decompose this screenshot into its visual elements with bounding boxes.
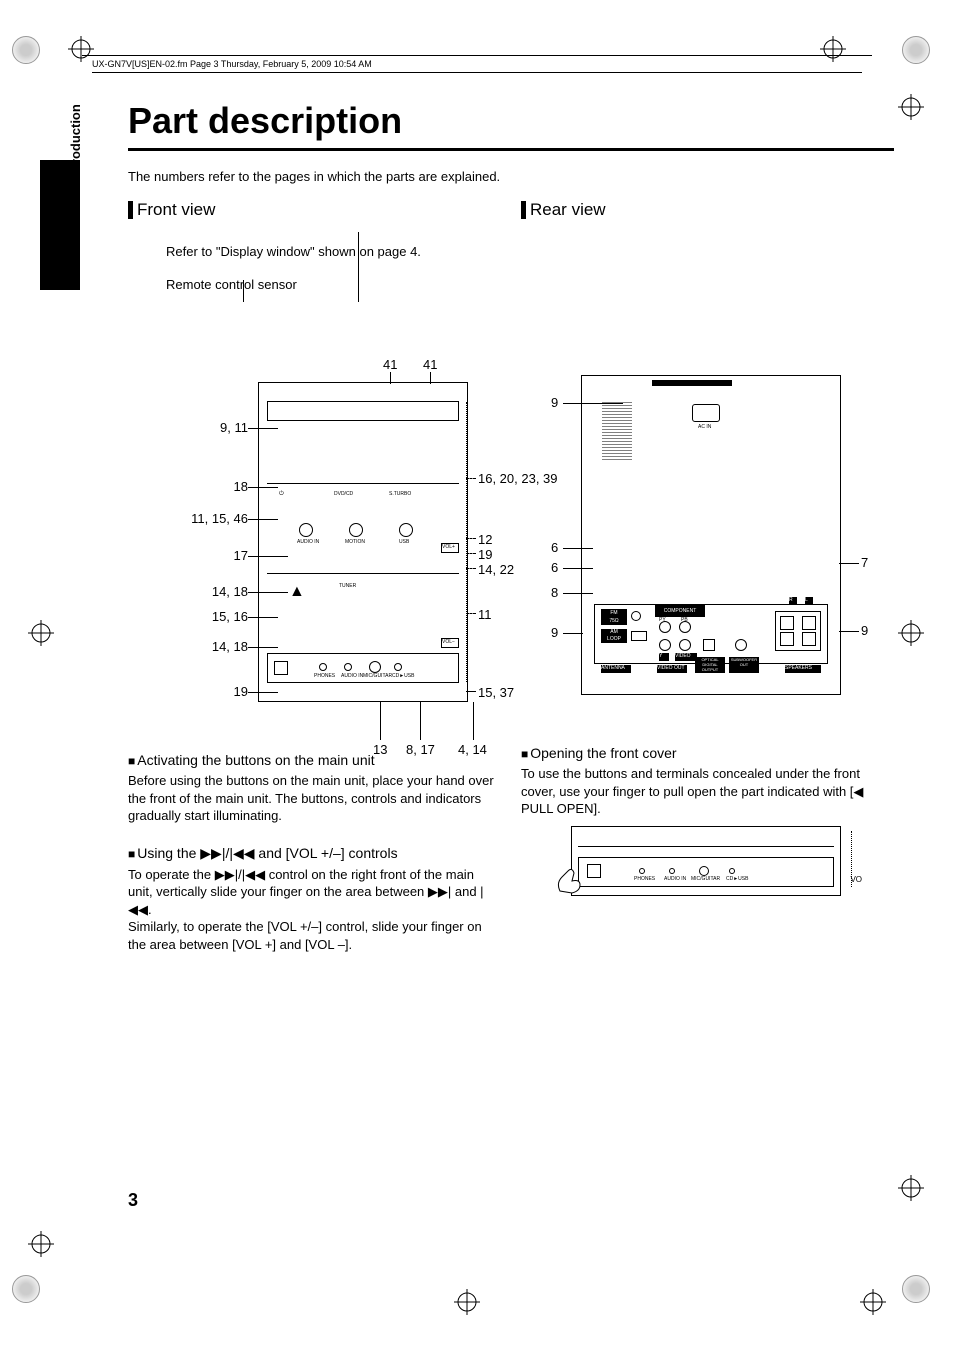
callout-left-5: 15, 16: [212, 609, 248, 624]
reg-mark: [454, 1289, 480, 1315]
front-device-outline: ⏻ DVD/CD S.TURBO AUDIO IN MOTION USB VOL…: [258, 382, 468, 702]
rear-view-column: Rear view AC IN FM75Ω AMLOOP: [521, 200, 894, 953]
callout-left-3: 17: [234, 548, 248, 563]
reg-mark: [898, 1175, 924, 1201]
page-number: 3: [128, 1190, 138, 1211]
callout-top-41b: 41: [423, 357, 437, 372]
callout-left-2: 11, 15, 46: [191, 511, 248, 526]
crop-mark-tr: [902, 36, 942, 76]
rear-callout-left-4: 9: [551, 625, 558, 640]
reg-mark: [28, 1231, 54, 1257]
rear-callout-right-1: 9: [861, 623, 868, 638]
rear-callout-left-1: 6: [551, 540, 558, 555]
callout-left-6: 14, 18: [212, 639, 248, 654]
filestamp-text: UX-GN7V[US]EN-02.fm Page 3 Thursday, Feb…: [92, 59, 372, 69]
crop-mark-br: [902, 1275, 942, 1315]
rear-callout-right-0: 7: [861, 555, 868, 570]
callout-left-7: 19: [234, 684, 248, 699]
rear-view-heading-text: Rear view: [530, 200, 606, 220]
callout-left-4: 14, 18: [212, 584, 248, 599]
activating-body: Before using the buttons on the main uni…: [128, 772, 501, 825]
chapter-label: Introduction: [68, 104, 83, 180]
crop-mark-bl: [12, 1275, 52, 1315]
rear-callout-left-3: 8: [551, 585, 558, 600]
callout-left-0: 9, 11: [220, 420, 248, 435]
reg-mark: [898, 94, 924, 120]
reg-mark: [898, 620, 924, 646]
header-filestamp: UX-GN7V[US]EN-02.fm Page 3 Thursday, Feb…: [82, 55, 872, 76]
callout-right-2: 19: [478, 547, 492, 562]
using-controls-heading: Using the ▶▶|/|◀◀ and [VOL +/–] controls: [128, 845, 501, 862]
callout-right-5: 15, 37: [478, 685, 514, 700]
using-controls-body: To operate the ▶▶|/|◀◀ control on the ri…: [128, 866, 501, 954]
front-view-column: Front view Refer to "Display window" sho…: [128, 200, 501, 953]
callout-right-1: 12: [478, 532, 492, 547]
callout-right-4: 11: [478, 607, 492, 622]
callout-right-3: 14, 22: [478, 562, 514, 577]
finger-icon: [554, 861, 590, 897]
activating-heading: Activating the buttons on the main unit: [128, 752, 501, 768]
callout-top-41a: 41: [383, 357, 397, 372]
opening-body: To use the buttons and terminals conceal…: [521, 765, 894, 818]
crop-mark-tl: [12, 36, 52, 76]
front-cover-diagram: PHONES AUDIO IN MIC/GUITAR CD►USB VO: [571, 826, 841, 896]
callout-bottom-1: 8, 17: [406, 742, 435, 757]
reg-mark: [860, 1289, 886, 1315]
rear-callout-left-2: 6: [551, 560, 558, 575]
remote-sensor-label: Remote control sensor: [166, 277, 501, 292]
front-view-heading: Front view: [128, 200, 501, 220]
refer-display-window: Refer to "Display window" shown on page …: [166, 244, 501, 259]
rear-view-diagram: AC IN FM75Ω AMLOOP COMPONENT: [521, 295, 894, 725]
intro-text: The numbers refer to the pages in which …: [128, 169, 894, 184]
title-rule: [128, 148, 894, 151]
opening-heading: Opening the front cover: [521, 745, 894, 761]
callout-left-1: 18: [234, 479, 248, 494]
page-content: Part description The numbers refer to th…: [128, 100, 894, 953]
page-title: Part description: [128, 100, 894, 142]
rear-device-outline: AC IN FM75Ω AMLOOP COMPONENT: [581, 375, 841, 695]
callout-bottom-2: 4, 14: [458, 742, 487, 757]
reg-mark: [28, 620, 54, 646]
rear-callout-left-0: 9: [551, 395, 558, 410]
front-view-diagram: ⏻ DVD/CD S.TURBO AUDIO IN MOTION USB VOL…: [128, 302, 501, 732]
rear-view-heading: Rear view: [521, 200, 894, 220]
callout-bottom-0: 13: [373, 742, 387, 757]
front-view-heading-text: Front view: [137, 200, 215, 220]
